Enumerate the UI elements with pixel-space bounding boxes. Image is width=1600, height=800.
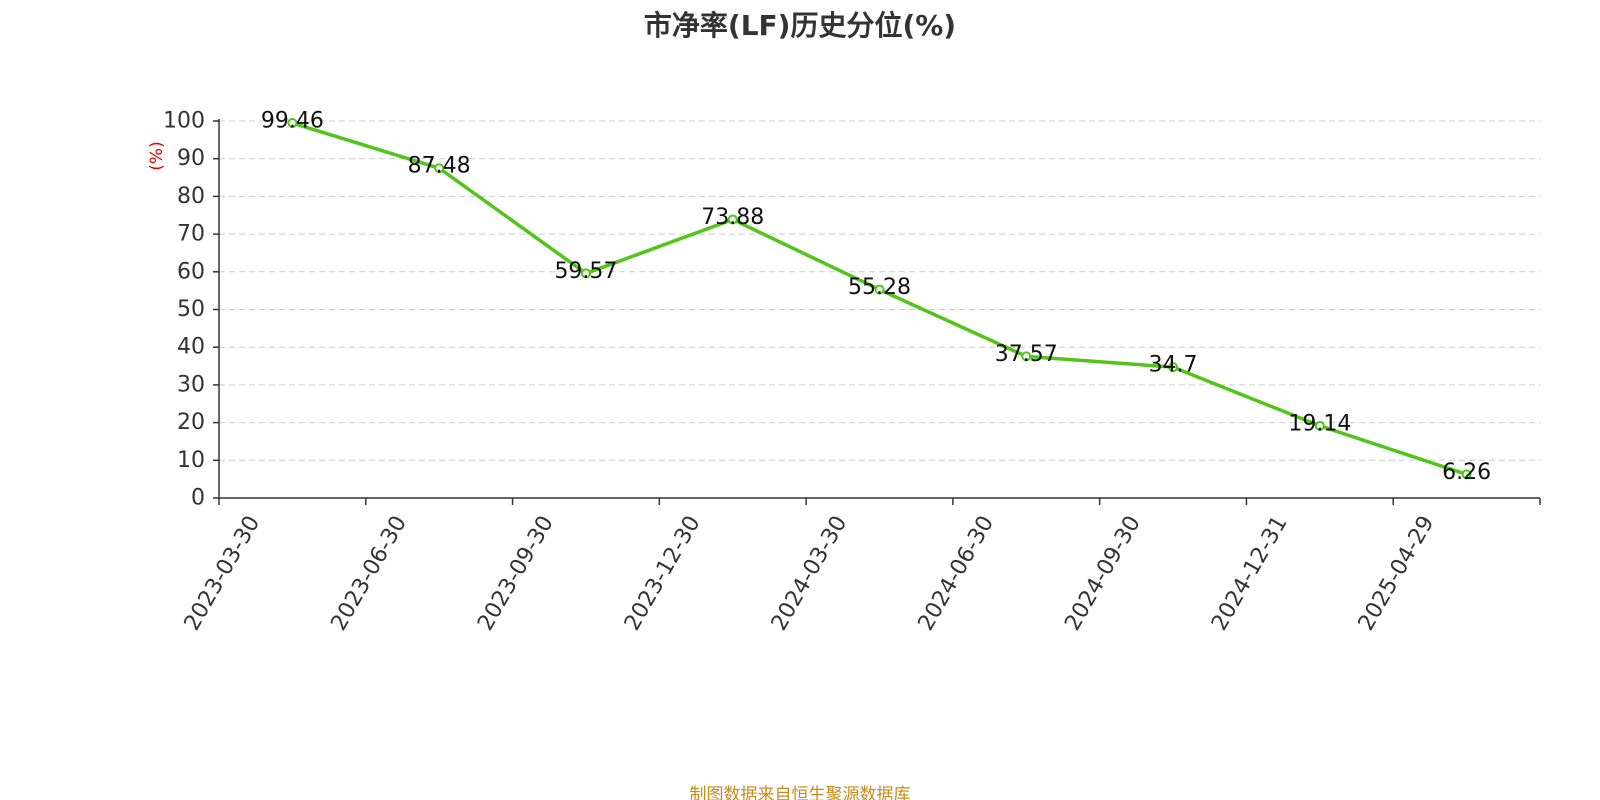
x-tick-label: 2023-03-30	[180, 512, 266, 635]
x-tick-label: 2023-12-30	[620, 512, 706, 635]
data-label: 99.46	[261, 109, 324, 134]
x-tick-label: 2023-09-30	[473, 512, 559, 635]
data-point	[874, 284, 885, 295]
data-point	[727, 214, 738, 225]
data-point	[1314, 420, 1325, 431]
source-note: 制图数据来自恒生聚源数据库	[689, 785, 911, 800]
y-tick-label: 80	[177, 184, 205, 209]
data-point	[1021, 351, 1032, 362]
data-label: 6.26	[1442, 460, 1491, 485]
x-tick-label: 2025-04-29	[1354, 512, 1440, 635]
data-label: 73.88	[701, 205, 764, 230]
y-tick-label: 0	[191, 486, 205, 511]
y-tick-label: 70	[177, 222, 205, 247]
chart-title: 市净率(LF)历史分位(%)	[643, 9, 957, 42]
data-point	[287, 118, 298, 129]
data-label: 59.57	[554, 259, 617, 284]
y-tick-label: 50	[177, 297, 205, 322]
y-tick-label: 30	[177, 372, 205, 397]
x-tick-label: 2024-03-30	[767, 512, 853, 635]
x-tick-label: 2024-12-31	[1207, 512, 1293, 635]
data-point	[1168, 362, 1179, 373]
y-tick-label: 100	[163, 109, 205, 134]
x-tick-label: 2023-06-30	[326, 512, 412, 635]
data-point	[1461, 469, 1472, 480]
y-tick-label: 90	[177, 146, 205, 171]
y-tick-label: 20	[177, 410, 205, 435]
x-tick-label: 2024-06-30	[914, 512, 1000, 635]
data-point	[434, 163, 445, 174]
data-label: 55.28	[848, 275, 911, 300]
data-label: 87.48	[408, 154, 471, 179]
data-label: 34.7	[1149, 353, 1198, 378]
y-tick-label: 10	[177, 448, 205, 473]
data-point	[580, 268, 591, 279]
y-axis-unit-label: (%)	[147, 141, 167, 170]
x-tick-label: 2024-09-30	[1060, 512, 1146, 635]
data-label: 19.14	[1288, 411, 1351, 436]
y-tick-label: 60	[177, 259, 205, 284]
y-tick-label: 40	[177, 335, 205, 360]
data-label: 37.57	[995, 342, 1058, 367]
